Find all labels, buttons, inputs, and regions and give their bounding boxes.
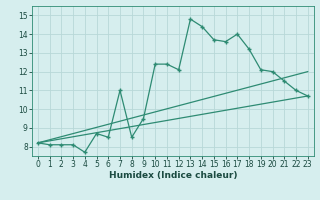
X-axis label: Humidex (Indice chaleur): Humidex (Indice chaleur) <box>108 171 237 180</box>
